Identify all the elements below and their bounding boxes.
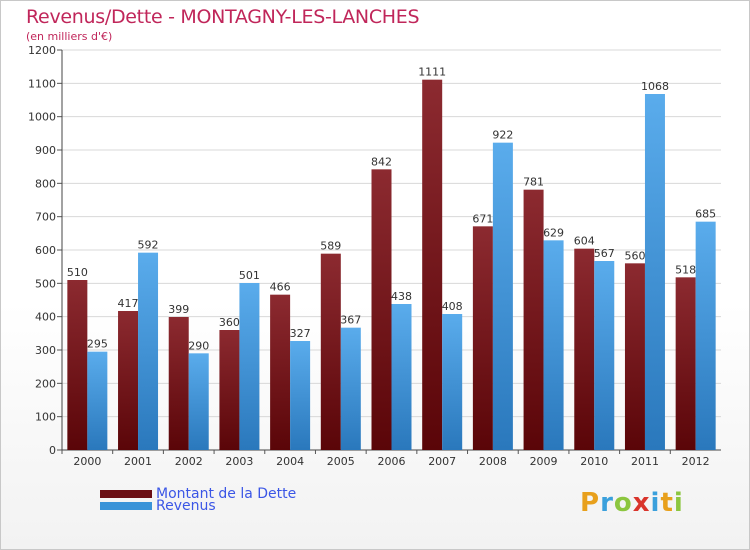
data-label-revenus: 685	[695, 208, 716, 221]
data-label-dette: 842	[371, 155, 392, 168]
data-label-dette: 466	[270, 281, 291, 294]
data-label-dette: 518	[675, 263, 696, 276]
data-label-dette: 510	[67, 266, 88, 279]
logo-letter: t	[660, 488, 674, 518]
legend-item-dette: Montant de la Dette	[100, 486, 296, 502]
bar-dette	[270, 294, 291, 450]
bar-revenus	[290, 341, 311, 450]
bar-dette	[219, 330, 240, 450]
data-label-revenus: 1068	[641, 80, 669, 93]
bar-revenus	[340, 327, 361, 450]
bar-revenus	[644, 94, 665, 450]
data-label-dette: 360	[219, 316, 240, 329]
bar-revenus	[239, 283, 260, 450]
bar-revenus	[87, 351, 108, 450]
x-tick-label: 2004	[276, 455, 304, 468]
legend-item-revenus: Revenus	[100, 498, 296, 514]
logo-letter: P	[580, 488, 601, 518]
bar-dette	[422, 79, 443, 451]
logo-letter: i	[673, 488, 684, 518]
data-label-revenus: 367	[340, 314, 361, 327]
data-label-revenus: 567	[594, 247, 615, 260]
data-label-dette: 399	[168, 303, 189, 316]
data-label-dette: 781	[523, 176, 544, 189]
bar-revenus	[138, 252, 159, 450]
bar-dette	[67, 280, 88, 450]
chart-legend: Montant de la Dette Revenus	[100, 486, 296, 514]
x-tick-label: 2011	[631, 455, 659, 468]
bar-revenus	[594, 261, 615, 450]
x-tick-label: 2012	[682, 455, 710, 468]
y-tick-label: 800	[35, 177, 56, 190]
data-label-revenus: 408	[442, 300, 463, 313]
legend-swatch-revenus	[100, 502, 152, 510]
bar-revenus	[188, 353, 209, 450]
data-label-dette: 560	[624, 249, 645, 262]
x-tick-label: 2000	[73, 455, 101, 468]
bar-revenus	[543, 240, 564, 450]
y-tick-label: 1000	[28, 111, 56, 124]
bar-dette	[168, 317, 189, 450]
bar-revenus	[442, 314, 463, 450]
y-tick-label: 100	[35, 411, 56, 424]
chart-subtitle: (en milliers d'€)	[26, 30, 113, 43]
logo-letter: i	[650, 488, 661, 518]
x-tick-label: 2001	[124, 455, 152, 468]
legend-label-dette: Montant de la Dette	[156, 486, 297, 502]
x-tick-label: 2003	[225, 455, 253, 468]
bar-dette	[624, 263, 645, 450]
x-tick-label: 2008	[479, 455, 507, 468]
bar-dette	[320, 253, 341, 450]
bar-dette	[675, 277, 696, 450]
bar-dette	[574, 248, 595, 450]
data-label-dette: 589	[320, 240, 341, 253]
x-tick-label: 2006	[378, 455, 406, 468]
x-tick-label: 2009	[530, 455, 558, 468]
y-tick-label: 200	[35, 377, 56, 390]
bar-revenus	[391, 304, 412, 450]
data-label-dette: 1111	[418, 66, 446, 79]
x-tick-label: 2002	[175, 455, 203, 468]
legend-swatch-dette	[100, 490, 152, 498]
logo-letter: r	[600, 488, 614, 518]
x-tick-label: 2007	[428, 455, 456, 468]
data-label-revenus: 629	[543, 226, 564, 239]
y-tick-label: 700	[35, 211, 56, 224]
y-tick-label: 300	[35, 344, 56, 357]
bar-dette	[118, 311, 139, 450]
bar-revenus	[695, 221, 716, 450]
data-label-revenus: 501	[239, 269, 260, 282]
data-label-revenus: 327	[290, 327, 311, 340]
y-tick-label: 900	[35, 144, 56, 157]
data-label-revenus: 290	[188, 339, 209, 352]
y-tick-label: 500	[35, 277, 56, 290]
y-tick-label: 1100	[28, 77, 56, 90]
data-label-revenus: 592	[138, 239, 159, 252]
data-label-revenus: 438	[391, 290, 412, 303]
bar-dette	[371, 169, 392, 451]
x-tick-label: 2005	[327, 455, 355, 468]
y-tick-label: 400	[35, 311, 56, 324]
data-label-revenus: 295	[87, 338, 108, 351]
y-tick-label: 1200	[28, 44, 56, 57]
data-label-dette: 604	[574, 235, 595, 248]
y-tick-label: 0	[49, 444, 56, 457]
logo-letter: x	[632, 488, 651, 518]
data-label-dette: 417	[118, 297, 139, 310]
bar-revenus	[492, 142, 513, 450]
y-tick-label: 600	[35, 244, 56, 257]
data-label-revenus: 922	[492, 129, 513, 142]
proxiti-logo: Proxiti	[580, 488, 684, 518]
logo-letter: o	[613, 488, 633, 518]
x-tick-label: 2010	[580, 455, 608, 468]
bar-dette	[523, 189, 544, 450]
chart-title: Revenus/Dette - MONTAGNY-LES-LANCHES	[26, 6, 420, 28]
data-label-dette: 671	[472, 212, 493, 225]
bar-dette	[472, 226, 493, 450]
legend-label-revenus: Revenus	[156, 498, 216, 514]
